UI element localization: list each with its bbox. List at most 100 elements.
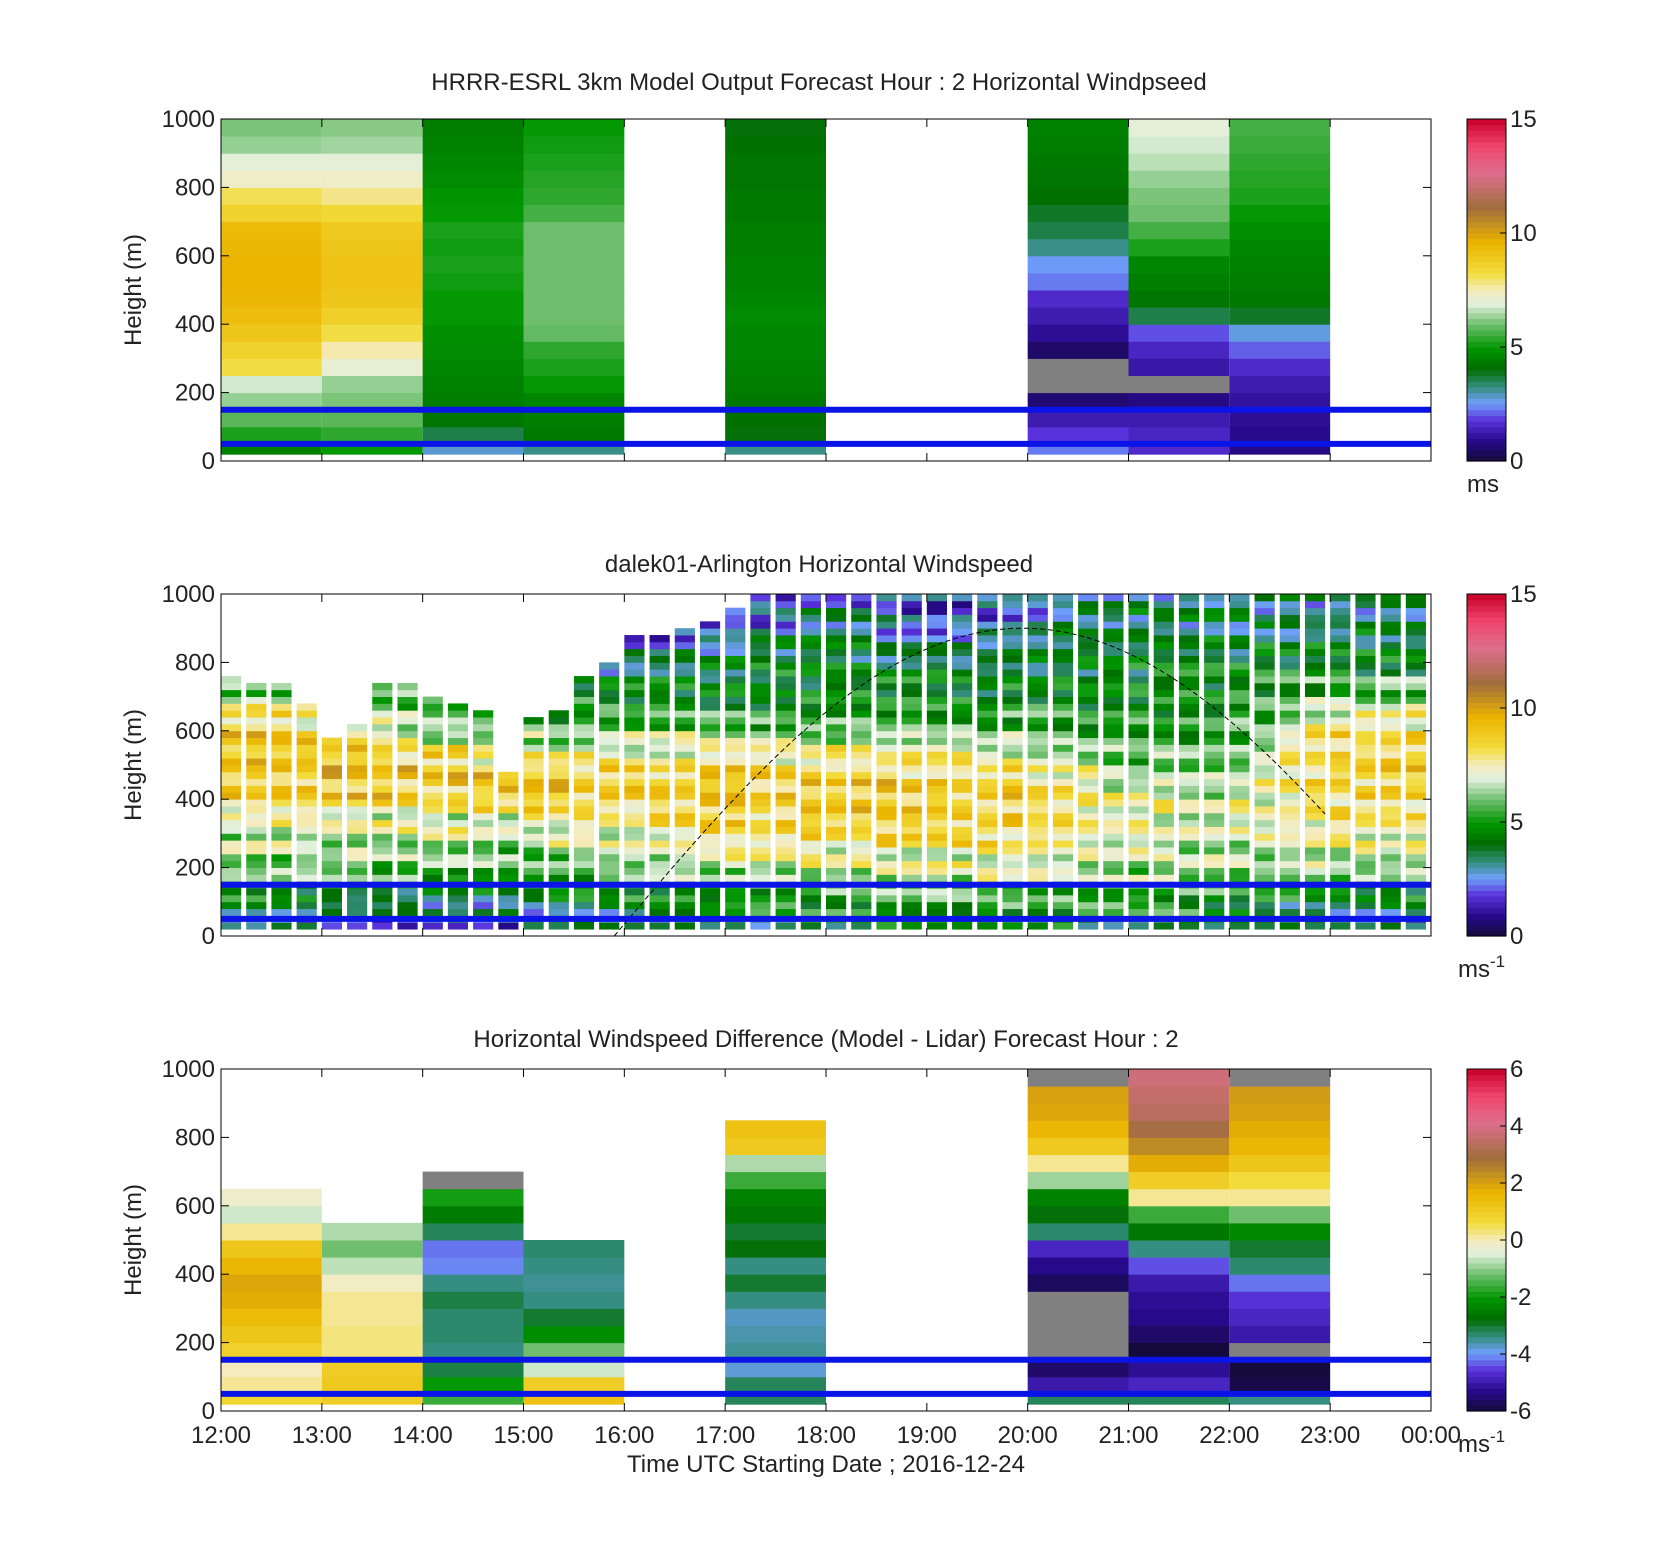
heatmap-cell [851,840,872,848]
colorbar-segment [1467,662,1506,669]
heatmap-cell [725,812,746,821]
heatmap-cell [1078,655,1099,663]
heatmap-cell [725,307,826,325]
heatmap-cell [977,888,998,896]
heatmap-cell [674,703,695,711]
heatmap-cell [926,847,947,855]
colorbar-segment [1467,335,1506,342]
heatmap-cell [1178,806,1200,814]
heatmap-cell [725,792,746,800]
heatmap-cell [372,888,393,896]
colorbar-segment [1467,1371,1506,1378]
heatmap-cell [1052,826,1074,834]
heatmap-cell [977,853,998,862]
heatmap-cell [372,792,393,800]
heatmap-cell [221,792,242,800]
heatmap-cell [1279,648,1300,656]
heatmap-cell [649,648,670,656]
heatmap-cell [725,1154,826,1173]
heatmap-cell [775,888,796,896]
colorbar-segment [1467,1388,1506,1395]
heatmap-cell [1153,607,1174,615]
heatmap-cell [1103,600,1124,609]
heatmap-cell [977,860,998,868]
heatmap-cell [498,922,519,930]
heatmap-cell [1078,696,1099,704]
heatmap-cell [221,812,242,821]
heatmap-cell [952,847,973,855]
colorbar-segment [1467,656,1506,663]
heatmap-cell [725,888,746,896]
heatmap-cell [1304,888,1326,896]
colorbar-tick-label: 2 [1510,1170,1523,1197]
heatmap-cell [1052,730,1074,739]
heatmap-cell [1027,922,1048,930]
heatmap-cell [1128,785,1149,793]
colorbar-segment [1467,1331,1506,1338]
heatmap-cell [447,758,469,766]
heatmap-cell [1128,272,1230,291]
heatmap-cell [221,426,322,445]
heatmap-cell [447,799,469,807]
heatmap-cell [1304,648,1326,656]
heatmap-cell [397,792,418,800]
heatmap-cell [977,648,998,656]
heatmap-cell [674,628,695,636]
heatmap-cell [826,723,847,732]
panel-lidar-unit-exponent: -1 [1490,952,1505,971]
heatmap-cell [321,806,342,814]
heatmap-cell [599,840,620,848]
colorbar-segment [1467,690,1506,698]
heatmap-cell [1128,1342,1230,1361]
heatmap-cell [1178,778,1200,786]
heatmap-cell [725,696,746,704]
heatmap-cell [1128,860,1149,868]
heatmap-cell [523,853,544,862]
heatmap-cell [1027,819,1048,827]
heatmap-cell [876,840,897,848]
heatmap-cell [1355,628,1376,636]
heatmap-cell [523,806,544,814]
heatmap-cell [447,819,469,827]
heatmap-cell [750,901,771,910]
heatmap-cell [1128,1325,1230,1344]
heatmap-cell [1052,703,1074,711]
colorbar-segment [1467,227,1506,234]
heatmap-cell [296,710,317,718]
heatmap-cell [699,669,721,677]
heatmap-cell [1027,1103,1129,1121]
heatmap-cell [649,778,670,786]
heatmap-cell [1204,806,1225,814]
heatmap-cell [750,730,771,739]
colorbar-segment [1467,1291,1506,1298]
heatmap-cell [599,922,620,930]
heatmap-cell [926,737,947,745]
heatmap-cell [523,799,544,807]
heatmap-cell [674,682,695,691]
heatmap-cell [1330,785,1351,793]
heatmap-cell [725,765,746,773]
heatmap-cell [725,392,826,411]
heatmap-cell [800,655,821,663]
heatmap-cell [1204,833,1225,841]
heatmap-cell [649,847,670,855]
heatmap-cell [498,819,519,827]
heatmap-cell [599,867,620,875]
heatmap-cell [1355,730,1376,739]
heatmap-cell [296,833,317,841]
heatmap-cell [573,860,595,868]
heatmap-cell [1254,648,1275,656]
colorbar-segment [1467,181,1506,188]
heatmap-cell [1405,867,1426,875]
heatmap-cell [1279,819,1300,827]
heatmap-cell [1128,607,1149,615]
heatmap-cell [447,833,469,841]
heatmap-cell [397,723,418,732]
heatmap-cell [1380,717,1401,725]
heatmap-cell [1128,751,1149,759]
heatmap-cell [800,799,821,807]
heatmap-cell [1254,676,1275,684]
heatmap-cell [649,676,670,684]
heatmap-cell [422,737,443,745]
